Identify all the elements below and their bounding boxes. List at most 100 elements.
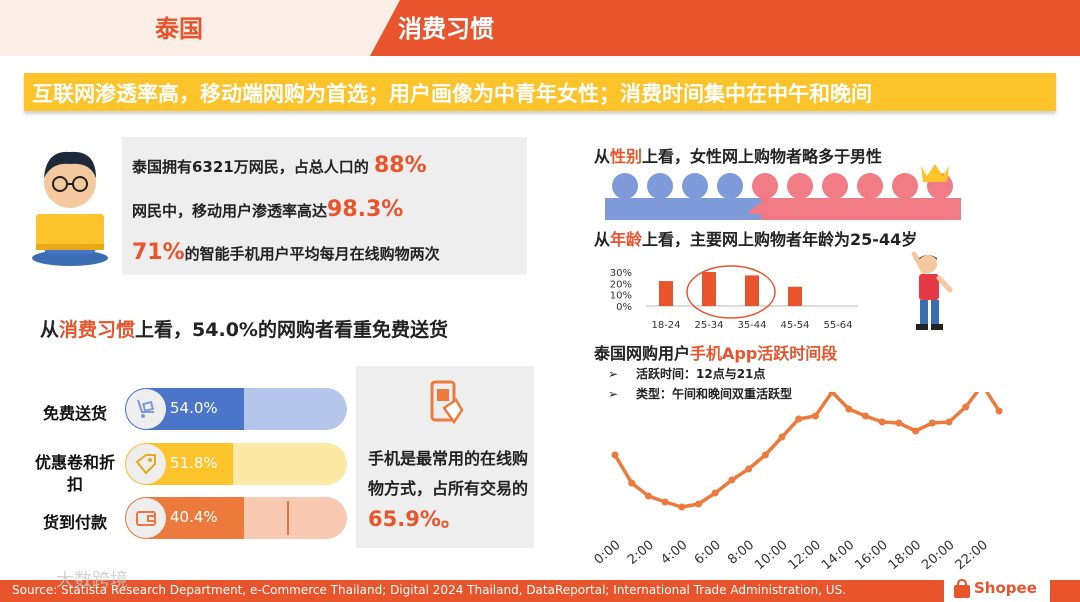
- active-time-point: [945, 418, 953, 426]
- mobile-shopping-text-body: 手机是最常用的在线购物方式，占所有交易的: [368, 449, 529, 498]
- active-time-title: 泰国网购用户手机App活跃时间段: [594, 340, 837, 364]
- female-person-icon: [787, 173, 813, 199]
- consumption-title-highlight: 消费习惯: [59, 319, 136, 341]
- arrow-right-icon: ➢: [608, 387, 619, 401]
- active-time-point: [962, 403, 970, 411]
- female-person-icon: [857, 173, 883, 199]
- internet-stats-box: 泰国拥有6321万网民，占总人口的 88% 网民中，移动用户渗透率高达98.3%…: [122, 137, 527, 275]
- active-time-point: [661, 498, 669, 506]
- person-body: [643, 203, 677, 214]
- person-body: [853, 203, 887, 214]
- mobile-shopping-value: 65.9%。: [368, 507, 462, 531]
- active-time-point: [995, 407, 1003, 415]
- hand-truck-icon: [126, 389, 166, 429]
- person-body: [783, 203, 817, 214]
- age-bar: [702, 272, 716, 306]
- age-xtick-label: 25-34: [694, 320, 723, 331]
- female-person-icon: [752, 173, 778, 199]
- male-person-icon: [647, 173, 673, 199]
- active-time-xtick-label: 6:00: [692, 538, 724, 568]
- gender-title: 从性别上看，女性网上购物者略多于男性: [594, 143, 882, 167]
- bar-value-coupons: 51.8%: [170, 454, 218, 472]
- active-time-point: [678, 503, 686, 511]
- coupon-tag-icon: [126, 444, 166, 484]
- age-highlight-circle: [686, 265, 776, 319]
- age-ytick-label: 0%: [616, 302, 632, 313]
- mobile-shopping-text: 手机是最常用的在线购物方式，占所有交易的 65.9%。: [368, 444, 528, 536]
- bar-label-free-shipping: 免费送货: [42, 404, 107, 423]
- male-person-icon: [717, 173, 743, 199]
- active-time-point: [628, 479, 636, 487]
- active-time-xtick-label: 4:00: [658, 538, 690, 568]
- stat-mobile-penetration-text: 网民中，移动用户渗透率高达: [132, 202, 328, 220]
- active-time-xtick-label: 20:00: [919, 538, 957, 572]
- shopee-logo-text: Shopee: [974, 579, 1037, 597]
- bar-divider-cod: [287, 501, 289, 535]
- active-time-xtick-label: 10:00: [752, 538, 790, 572]
- stat-internet-users-value: 88%: [373, 153, 427, 178]
- age-xtick-label: 18-24: [651, 320, 680, 331]
- active-time-point: [845, 405, 853, 413]
- active-time-title-prefix: 泰国网购用户: [594, 344, 691, 363]
- person-laptop-icon: [32, 151, 108, 266]
- active-time-title-highlight: 手机App活跃时间段: [690, 344, 838, 363]
- footer-source: Source: Statista Research Department, e-…: [12, 583, 847, 597]
- active-time-point: [862, 412, 869, 420]
- active-time-bullet-1-text: 活跃时间：12点与21点: [636, 367, 766, 381]
- person-body: [713, 203, 747, 214]
- shopee-bag-icon: [954, 579, 970, 598]
- active-time-line-chart: 0:00 2:00 4:00 6:00 8:0010:0012:0014:0016:00…: [592, 392, 1003, 572]
- active-time-bullet-2-text: 类型：午间和晚间双重活跃型: [636, 387, 793, 401]
- person-body: [748, 203, 782, 214]
- active-time-point: [912, 427, 920, 435]
- active-time-point: [778, 433, 786, 441]
- active-time-point: [795, 415, 803, 423]
- age-xtick-label: 55-64: [823, 320, 852, 331]
- stat-smartphone-shopping: 71%的智能手机用户平均每月在线购物两次: [132, 240, 440, 265]
- summary-banner: 互联网渗透率高，移动端网购为首选；用户画像为中青年女性；消费时间集中在中午和晚间: [24, 73, 1056, 111]
- active-time-point: [644, 492, 652, 500]
- age-xtick-label: 35-44: [737, 320, 766, 331]
- female-person-icon: [822, 173, 848, 199]
- age-title-highlight: 年龄: [610, 230, 643, 249]
- wallet-icon: [126, 498, 166, 538]
- phone-shopping-icon: [430, 380, 464, 425]
- age-bar: [745, 275, 759, 306]
- country-title: 泰国: [155, 15, 203, 43]
- person-body: [818, 203, 852, 214]
- bar-label-coupons-text: 优惠卷和折扣: [35, 453, 116, 494]
- active-time-xtick-label: 18:00: [886, 538, 924, 572]
- age-xtick-label: 45-54: [780, 320, 809, 331]
- gender-people-graphic: [605, 164, 961, 220]
- active-time-point: [611, 451, 619, 459]
- age-title-prefix: 从: [594, 230, 611, 249]
- watermark: 大数跨境: [56, 570, 128, 591]
- shopee-logo: Shopee: [944, 575, 1050, 602]
- stat-smartphone-shopping-value: 71%: [132, 240, 185, 265]
- active-time-point: [895, 419, 903, 427]
- active-time-point: [761, 451, 769, 459]
- consumption-title-prefix: 从: [40, 319, 60, 341]
- gender-title-prefix: 从: [594, 147, 611, 166]
- age-bar: [659, 281, 673, 306]
- active-time-point: [878, 418, 886, 426]
- person-body: [888, 203, 922, 214]
- active-time-bullet-1: ➢ 活跃时间：12点与21点: [608, 365, 765, 382]
- person-body: [923, 203, 957, 214]
- stat-internet-users: 泰国拥有6321万网民，占总人口的 88%: [132, 153, 427, 178]
- active-time-point: [695, 500, 702, 508]
- active-time-point: [711, 489, 719, 497]
- active-time-xtick-label: 12:00: [786, 538, 824, 572]
- age-ytick-label: 30%: [610, 268, 632, 279]
- active-time-point: [811, 412, 819, 420]
- female-person-icon: [892, 173, 918, 199]
- footer-bar: Source: Statista Research Department, e-…: [0, 580, 1080, 602]
- gender-title-highlight: 性别: [610, 147, 643, 166]
- person-body: [608, 203, 642, 214]
- age-bar-chart: 30%20%10%0% 18-24 25-34 35-44 45-54 55-64: [610, 265, 858, 331]
- consumption-title: 从消费习惯上看，54.0%的网购者看重免费送货: [40, 315, 448, 342]
- bar-value-free-shipping: 54.0%: [170, 399, 218, 417]
- active-time-xtick-label: 14:00: [819, 538, 857, 572]
- stat-smartphone-shopping-text: 的智能手机用户平均每月在线购物两次: [184, 245, 440, 263]
- consumption-title-suffix: 上看，54.0%的网购者看重免费送货: [135, 319, 448, 341]
